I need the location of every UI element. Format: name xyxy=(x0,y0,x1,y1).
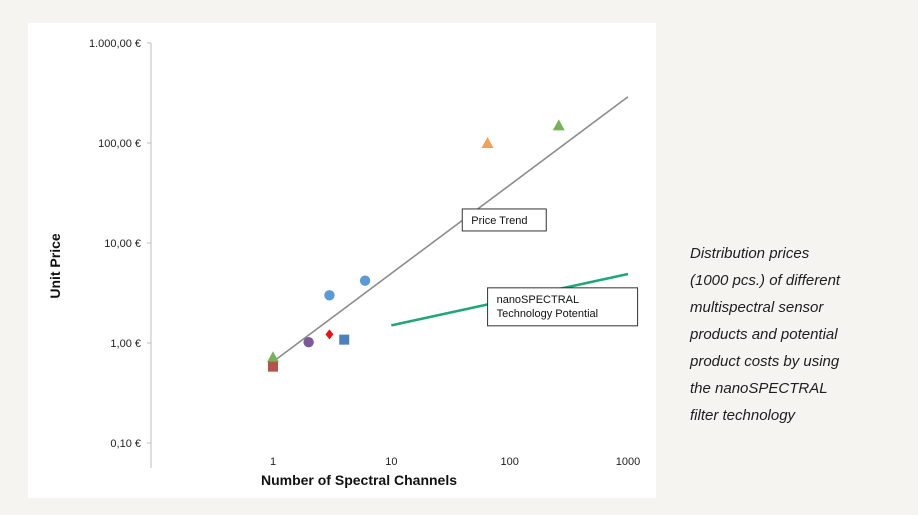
annotation-box: Price Trend xyxy=(461,208,547,232)
x-tick-label: 1 xyxy=(270,456,276,468)
caption-line: (1000 pcs.) of different xyxy=(690,272,841,289)
caption-line: products and potential xyxy=(690,326,838,343)
point-circle xyxy=(303,336,314,348)
point-triangle xyxy=(267,351,279,363)
annotation-text: Price Trend xyxy=(471,215,527,227)
point-square xyxy=(268,361,278,372)
annotations: Price Trend nanoSPECTRAL Technology Potent… xyxy=(461,208,639,327)
x-tick-label: 100 xyxy=(500,456,518,468)
y-tick-label: 0,10 € xyxy=(110,438,141,450)
y-tick-label: 1,00 € xyxy=(110,338,141,350)
y-tick-label: 100,00 € xyxy=(98,138,141,150)
annotation-text: nanoSPECTRAL xyxy=(497,294,580,306)
x-tick-label: 1000 xyxy=(616,456,640,468)
point-circle xyxy=(324,290,335,301)
price-chart: 0,10 € 1,00 € 10,00 € 100,00 € 1.000,00 € 1 10… xyxy=(47,38,640,488)
caption-line: product costs by using xyxy=(690,353,840,370)
y-axis-title: Unit Price xyxy=(47,233,63,299)
point-diamond xyxy=(325,329,334,340)
chart-panel: 0,10 € 1,00 € 10,00 € 100,00 € 1.000,00 € 1 10… xyxy=(28,23,656,498)
caption-line: multispectral sensor xyxy=(690,299,824,316)
point-triangle xyxy=(552,119,565,131)
caption-line: Distribution prices xyxy=(690,245,810,262)
caption-line: filter technology xyxy=(690,407,796,424)
x-axis-title: Number of Spectral Channels xyxy=(261,472,457,488)
point-circle xyxy=(359,275,371,286)
x-tick-label: 10 xyxy=(385,456,397,468)
data-points xyxy=(267,119,565,372)
annotation-frame xyxy=(487,287,639,327)
price-trend-line xyxy=(272,96,629,363)
annotation-text: Technology Potential xyxy=(497,308,599,320)
annotation-box: nanoSPECTRAL Technology Potential xyxy=(487,287,639,327)
y-tick-label: 1.000,00 € xyxy=(89,38,141,50)
figure-caption: Distribution prices (1000 pcs.) of differ… xyxy=(690,240,912,429)
caption-line: the nanoSPECTRAL xyxy=(690,380,828,397)
point-square xyxy=(339,334,350,345)
point-triangle xyxy=(481,137,494,148)
annotation-frame xyxy=(461,208,547,232)
y-tick-label: 10,00 € xyxy=(104,238,141,250)
axes: 0,10 € 1,00 € 10,00 € 100,00 € 1.000,00 € 1 10… xyxy=(89,38,640,468)
